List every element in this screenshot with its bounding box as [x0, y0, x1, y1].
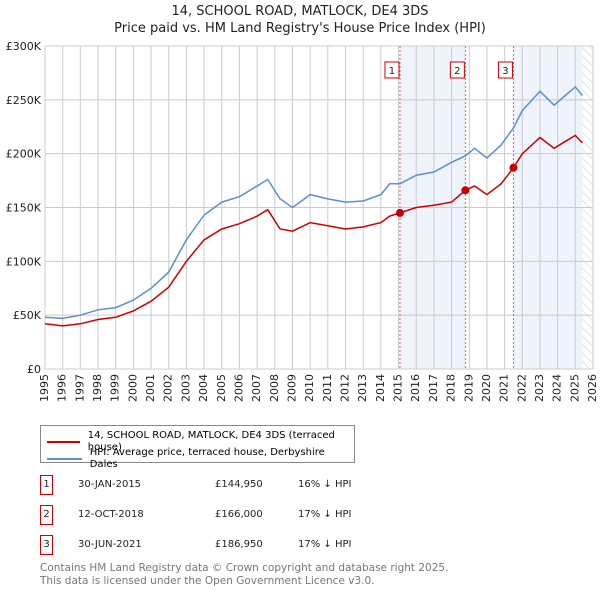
y-tick-label: £200K: [6, 148, 42, 161]
price-chart: 1995 1996 1997 1998 1999 2000 2001 2002 2003 2004…: [6, 40, 599, 402]
sale-date: 12-OCT-2018: [78, 509, 144, 520]
x-tick-label: 2012: [339, 374, 352, 402]
x-tick-label: 2010: [303, 374, 316, 402]
sale-hpi-diff: 16% ↓ HPI: [298, 479, 352, 490]
x-tick-label: 2003: [179, 374, 192, 402]
x-tick-label: 1999: [109, 374, 122, 402]
x-tick-label: 2000: [126, 374, 139, 402]
sale-hpi-diff: 17% ↓ HPI: [298, 509, 352, 520]
x-tick-label: 2017: [427, 374, 440, 402]
x-tick-label: 2007: [250, 374, 263, 402]
sale-price: £186,950: [215, 539, 263, 550]
sale-date: 30-JUN-2021: [78, 539, 142, 550]
x-tick-label: 2020: [480, 374, 493, 402]
x-tick-label: 2018: [445, 374, 458, 402]
x-tick-label: 2013: [356, 374, 369, 402]
x-tick-label: 2009: [285, 374, 298, 402]
x-tick-label: 2008: [268, 374, 281, 402]
plot-frame: [44, 45, 594, 370]
sale-point: [509, 163, 518, 172]
sale-price: £166,000: [215, 509, 263, 520]
sale-price: £144,950: [215, 479, 263, 490]
sale-point: [461, 186, 470, 195]
sale-label: 2: [454, 66, 460, 77]
sale-label: 1: [389, 66, 395, 77]
x-tick-label: 2023: [533, 374, 546, 402]
sale-badge: 3: [40, 535, 53, 555]
x-tick-label: 2022: [515, 374, 528, 402]
sale-point: [395, 208, 404, 217]
x-tick-label: 1995: [38, 374, 51, 402]
footer-line-1: Contains HM Land Registry data © Crown c…: [40, 562, 449, 574]
y-tick-label: £300K: [6, 40, 42, 53]
x-tick-label: 2019: [462, 374, 475, 402]
y-tick-label: £0: [27, 363, 41, 376]
sale-label-box: [384, 61, 400, 79]
y-tick-label: £100K: [6, 255, 42, 268]
x-tick-label: 2024: [551, 374, 564, 402]
x-tick-label: 1997: [73, 374, 86, 402]
y-tick-label: £50K: [13, 309, 42, 322]
footer-line-2: This data is licensed under the Open Gov…: [40, 574, 375, 587]
y-tick-label: £150K: [6, 202, 42, 215]
chart-subtitle: Price paid vs. HM Land Registry's House …: [114, 21, 486, 36]
x-tick-label: 2004: [197, 374, 210, 402]
sale-label: 3: [502, 66, 508, 77]
x-tick-label: 2015: [392, 374, 405, 402]
sale-label-box: [449, 61, 465, 79]
x-tick-label: 2005: [215, 374, 228, 402]
chart-title: 14, SCHOOL ROAD, MATLOCK, DE4 3DS: [171, 4, 429, 19]
x-tick-label: 1996: [56, 374, 69, 402]
sale-label-box: [497, 61, 513, 79]
hpi-line: [44, 85, 583, 320]
legend-label-hpi: HPI: Average price, terraced house, Derb…: [89, 447, 325, 470]
y-tick-label: £250K: [6, 94, 42, 107]
sale-hpi-diff: 17% ↓ HPI: [298, 539, 352, 550]
legend-label-property: 14, SCHOOL ROAD, MATLOCK, DE4 3DS (terra…: [87, 430, 335, 453]
x-tick-label: 2021: [498, 374, 511, 402]
legend: 14, SCHOOL ROAD, MATLOCK, DE4 3DS (terra…: [40, 425, 355, 470]
x-tick-label: 1998: [91, 374, 104, 402]
x-tick-label: 2026: [586, 374, 599, 402]
sale-badge: 1: [40, 475, 53, 495]
sale-date: 30-JAN-2015: [78, 479, 142, 490]
footer: Contains HM Land Registry data © Crown c…: [40, 562, 448, 587]
x-tick-label: 2001: [144, 374, 157, 402]
x-tick-label: 2011: [321, 374, 334, 402]
sale-badge: 2: [40, 505, 53, 525]
x-tick-label: 2016: [409, 374, 422, 402]
x-tick-label: 2014: [374, 374, 387, 402]
x-tick-label: 2025: [568, 374, 581, 402]
x-tick-label: 2002: [162, 374, 175, 402]
x-tick-label: 2006: [232, 374, 245, 402]
legend-red-line: [47, 441, 80, 443]
legend-blue-line: [47, 458, 82, 460]
property-price-line: [44, 134, 583, 327]
